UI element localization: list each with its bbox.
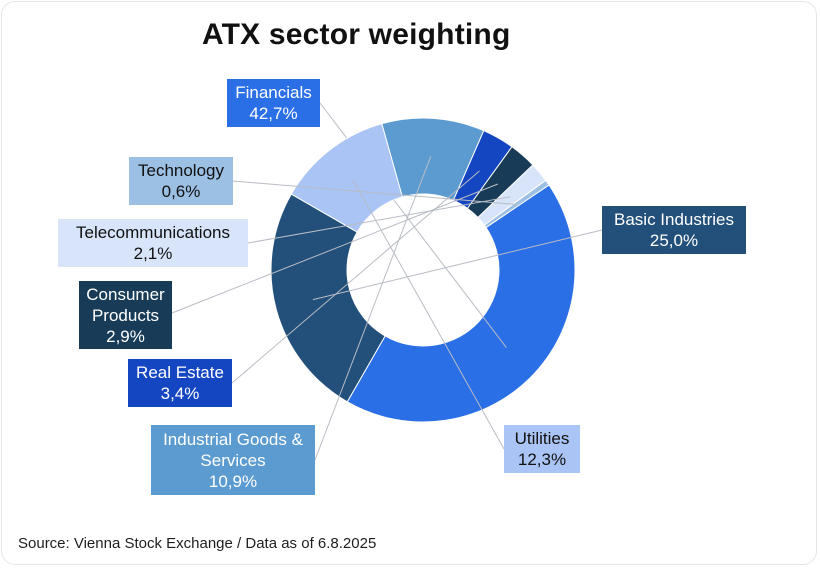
slice-label-name: Real Estate [136,363,224,382]
source-note: Source: Vienna Stock Exchange / Data as … [18,535,377,552]
slice-label-name: Financials [235,83,312,102]
slice-label-value: 10,9% [208,471,258,491]
slice-label-name: Utilities [514,429,570,448]
chart-title: ATX sector weighting [202,18,511,51]
slice-label: Technology 0,6% [129,157,233,205]
slice-label: Real Estate 3,4% [128,359,232,407]
slice-label: Industrial Goods & Services 10,9% [151,425,315,495]
slice-label-value: 0,6% [161,182,201,201]
slice-label-name: Consumer [86,284,165,304]
slice-label-value: 42,7% [249,104,298,123]
slice-label: Utilities 12,3% [504,425,580,473]
slice-label: Consumer Products 2,9% [79,281,172,349]
slice-label: Telecommunications 2,1% [58,219,248,267]
leader-line [231,170,480,384]
slice-label-value: 25,0% [649,231,699,250]
slice-label-value: 2,9% [106,326,145,346]
slice-label-value: 12,3% [517,450,567,469]
slice-label-name: Services [200,450,266,470]
leader-line [312,229,603,301]
slice-label-value: 2,1% [133,244,173,263]
slice-label-value: 3,4% [160,384,200,403]
slice-label-name: Telecommunications [75,223,230,242]
leader-line [314,156,432,461]
leader-line [171,183,499,314]
slice-label-name: Products [91,305,160,325]
donut-slice-technology [483,179,550,229]
slice-label-name: Basic Industries [614,210,734,229]
leader-line [232,180,517,205]
leader-line [352,179,505,450]
leader-line [247,196,511,244]
slice-label-name: Industrial Goods & [163,429,303,449]
slice-label: Basic Industries 25,0% [602,206,746,254]
donut-slice-financials [346,184,576,423]
slice-label: Financials 42,7% [227,79,320,127]
slice-label-name: Technology [137,161,224,180]
